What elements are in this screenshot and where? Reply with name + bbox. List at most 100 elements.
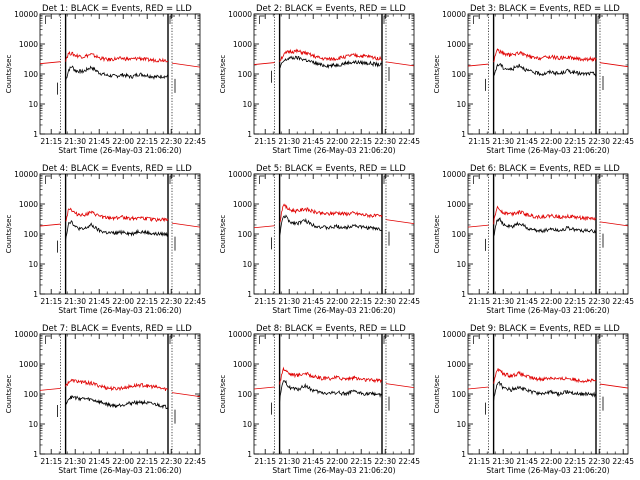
end-marker	[597, 15, 603, 24]
y-tick-label: 1	[247, 290, 252, 299]
y-tick-label: 1000	[447, 360, 466, 369]
lld-pre-window-line	[253, 225, 275, 229]
plot-frame	[39, 333, 201, 455]
x-tick-label: 22:45	[398, 457, 420, 466]
x-tick-label: 21:45	[88, 297, 110, 306]
x-axis-label: Start Time (26-May-03 21:06:20)	[272, 306, 395, 315]
x-tick-label: 22:45	[612, 297, 634, 306]
events-series-line	[493, 380, 597, 402]
y-axis-label: Counts/sec	[433, 55, 441, 94]
y-tick-label: 10	[28, 260, 38, 269]
x-tick-label: 22:00	[112, 297, 134, 306]
y-tick-label: 1	[33, 290, 38, 299]
lld-series-line	[279, 366, 383, 385]
lld-pre-window-line	[39, 61, 61, 65]
y-axis-label: Counts/sec	[5, 55, 13, 94]
y-tick-label: 10000	[14, 330, 38, 339]
y-tick-label: 1000	[233, 360, 252, 369]
x-tick-label: 22:00	[326, 457, 348, 466]
x-tick-label: 21:15	[468, 137, 490, 146]
events-series-line	[279, 55, 383, 70]
y-tick-label: 1	[461, 290, 466, 299]
start-marker	[473, 15, 479, 24]
x-tick-label: 22:30	[588, 137, 610, 146]
y-tick-label: 10	[456, 420, 466, 429]
x-tick-label: 22:00	[112, 457, 134, 466]
lld-series-line	[279, 203, 383, 223]
y-tick-label: 100	[452, 70, 467, 79]
chart-panel-det-1: Det 1: BLACK = Events, RED = LLD 1 10 100 10…	[5, 4, 206, 155]
plot-frame	[467, 333, 629, 455]
x-tick-label: 22:00	[112, 137, 134, 146]
x-tick-label: 22:30	[374, 297, 396, 306]
x-tick-label: 22:15	[350, 137, 372, 146]
lld-series-line	[493, 205, 597, 225]
x-tick-label: 21:30	[278, 137, 300, 146]
x-axis-label: Start Time (26-May-03 21:06:20)	[58, 146, 181, 155]
start-marker	[473, 335, 479, 344]
lld-series-line	[493, 368, 597, 384]
y-tick-label: 10	[242, 100, 252, 109]
x-tick-label: 21:15	[254, 137, 276, 146]
x-tick-label: 21:30	[64, 137, 86, 146]
plot-frame	[39, 13, 201, 135]
x-tick-label: 22:45	[184, 297, 206, 306]
chart-panel-det-6: Det 6: BLACK = Events, RED = LLD 1 10 100 10…	[433, 164, 634, 315]
x-tick-label: 22:45	[398, 297, 420, 306]
y-tick-label: 100	[452, 390, 467, 399]
chart-panel-det-8: Det 8: BLACK = Events, RED = LLD 1 10 100 10…	[219, 324, 420, 475]
y-tick-label: 1000	[447, 200, 466, 209]
x-tick-label: 21:45	[88, 457, 110, 466]
lld-pre-window-line	[253, 386, 275, 390]
lld-post-window-line	[171, 62, 201, 68]
plot-frame	[39, 173, 201, 295]
chart-title: Det 3: BLACK = Events, RED = LLD	[470, 4, 620, 14]
x-tick-label: 21:45	[516, 457, 538, 466]
x-tick-label: 21:30	[492, 457, 514, 466]
events-series-line	[493, 217, 597, 237]
end-marker	[383, 335, 389, 344]
x-tick-label: 21:45	[88, 137, 110, 146]
events-series-line	[65, 220, 169, 240]
lld-pre-window-line	[467, 386, 489, 390]
x-tick-label: 22:30	[160, 457, 182, 466]
x-tick-label: 22:30	[588, 457, 610, 466]
lld-post-window-line	[171, 392, 201, 398]
y-tick-label: 1000	[233, 200, 252, 209]
x-tick-label: 22:45	[184, 457, 206, 466]
x-tick-label: 21:15	[254, 297, 276, 306]
y-tick-label: 1000	[233, 40, 252, 49]
x-tick-label: 21:45	[516, 297, 538, 306]
y-axis-label: Counts/sec	[219, 55, 227, 94]
y-tick-label: 1	[247, 130, 252, 139]
lld-series-line	[279, 48, 383, 62]
y-tick-label: 1000	[19, 40, 38, 49]
y-tick-label: 10000	[14, 10, 38, 19]
events-series-line	[65, 65, 169, 81]
start-marker	[45, 15, 51, 24]
y-tick-label: 10	[242, 260, 252, 269]
y-axis-label: Counts/sec	[219, 215, 227, 254]
plot-frame	[253, 333, 415, 455]
lld-series-line	[65, 207, 169, 223]
x-tick-label: 21:30	[64, 297, 86, 306]
y-tick-label: 100	[238, 390, 253, 399]
y-tick-label: 1	[461, 450, 466, 459]
y-axis-label: Counts/sec	[433, 215, 441, 254]
y-tick-label: 10000	[442, 330, 466, 339]
lld-post-window-line	[599, 62, 629, 68]
x-tick-label: 22:15	[136, 137, 158, 146]
x-axis-label: Start Time (26-May-03 21:06:20)	[58, 306, 181, 315]
chart-title: Det 2: BLACK = Events, RED = LLD	[256, 4, 406, 14]
chart-title: Det 6: BLACK = Events, RED = LLD	[470, 164, 620, 174]
y-tick-label: 10	[456, 260, 466, 269]
y-tick-label: 1	[33, 130, 38, 139]
x-axis-label: Start Time (26-May-03 21:06:20)	[272, 146, 395, 155]
plot-frame	[253, 13, 415, 135]
x-tick-label: 22:15	[564, 457, 586, 466]
end-marker	[597, 335, 603, 344]
lld-series-line	[65, 51, 169, 64]
chart-title: Det 5: BLACK = Events, RED = LLD	[256, 164, 406, 174]
y-tick-label: 10000	[442, 170, 466, 179]
